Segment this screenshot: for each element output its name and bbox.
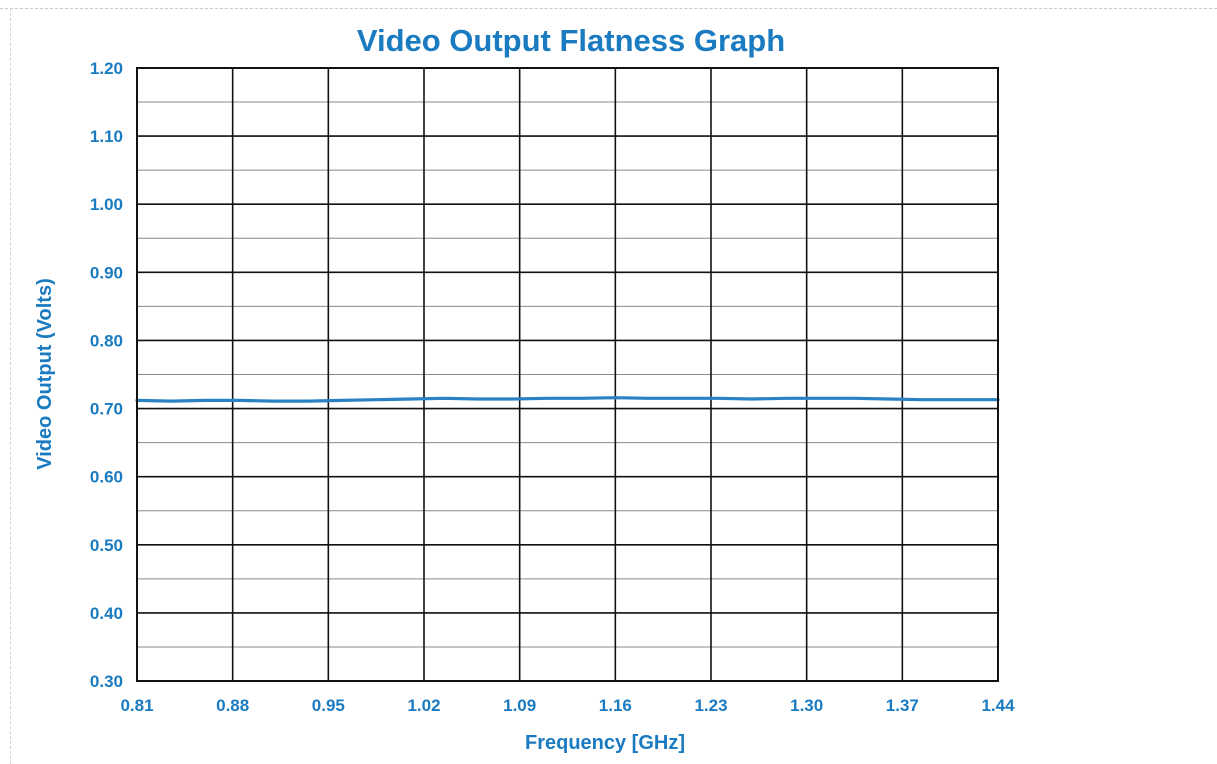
y-tick-label: 0.60 bbox=[90, 468, 123, 487]
plot-area-border bbox=[136, 67, 999, 682]
y-tick-label: 0.50 bbox=[90, 536, 123, 555]
x-tick-label: 1.37 bbox=[886, 696, 919, 715]
y-tick-label: 0.80 bbox=[90, 331, 123, 350]
x-axis-ticks: 0.81 0.88 0.95 1.02 1.09 1.16 1.23 1.30 1.37 1.44 bbox=[120, 696, 1015, 715]
page-border-left bbox=[10, 8, 11, 764]
chart-title: Video Output Flatness Graph bbox=[357, 23, 785, 58]
x-tick-label: 1.30 bbox=[790, 696, 823, 715]
y-tick-label: 1.10 bbox=[90, 127, 123, 146]
y-tick-label: 1.20 bbox=[90, 59, 123, 78]
x-axis-title: Frequency [GHz] bbox=[525, 732, 685, 754]
x-tick-label: 1.02 bbox=[407, 696, 440, 715]
y-tick-label: 0.90 bbox=[90, 263, 123, 282]
grid bbox=[136, 67, 999, 682]
y-axis-title: Video Output (Volts) bbox=[34, 278, 56, 469]
series-line bbox=[135, 396, 1000, 403]
x-tick-label: 0.95 bbox=[312, 696, 345, 715]
y-axis-ticks: 0.30 0.40 0.50 0.60 0.70 0.80 0.90 1.00 1.10 1.20 bbox=[90, 59, 123, 691]
x-tick-label: 1.16 bbox=[599, 696, 632, 715]
y-tick-label: 1.00 bbox=[90, 195, 123, 214]
x-tick-label: 1.23 bbox=[694, 696, 727, 715]
y-tick-label: 0.30 bbox=[90, 672, 123, 691]
y-tick-label: 0.70 bbox=[90, 400, 123, 419]
x-tick-label: 1.44 bbox=[981, 696, 1015, 715]
page-border-top bbox=[0, 8, 1217, 9]
x-tick-label: 0.88 bbox=[216, 696, 249, 715]
x-tick-label: 0.81 bbox=[120, 696, 153, 715]
series-layer bbox=[135, 396, 1000, 403]
x-tick-label: 1.09 bbox=[503, 696, 536, 715]
y-tick-label: 0.40 bbox=[90, 604, 123, 623]
